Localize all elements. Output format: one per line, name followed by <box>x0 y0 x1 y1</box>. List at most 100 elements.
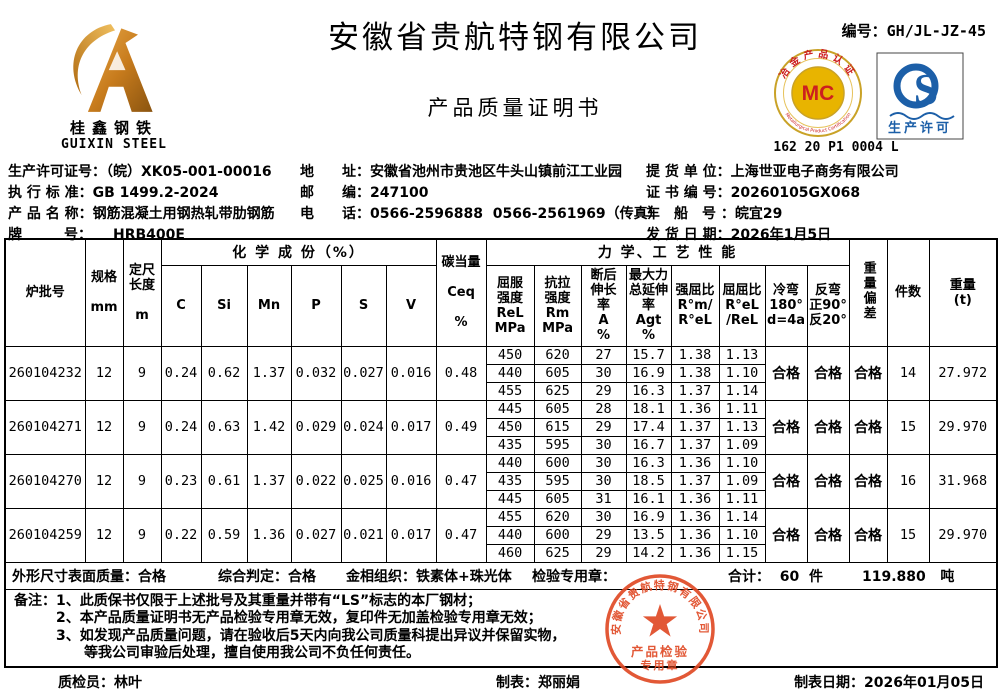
mech-cell: 1.09 <box>718 435 766 455</box>
chem-cell: 0.016 <box>385 453 437 509</box>
mech-cell: 29 <box>580 381 627 401</box>
info-left-column: 生产许可证号：（皖）XK05-001-00016 执 行 标 准：GB 1499… <box>8 162 275 246</box>
ceq-cell: 0.49 <box>435 399 487 455</box>
info-middle-column: 地 址：安徽省池州市贵池区牛头山镇前江工业园 邮 编：247100 电 话：05… <box>300 162 662 225</box>
mech-cell: 29 <box>580 525 627 545</box>
batch-row: 435 595 30 16.7 1.37 1.09 <box>5 435 997 455</box>
mech-cell: 440 <box>485 453 535 473</box>
chem-cell: 0.22 <box>160 507 202 563</box>
header-chem-group: 化 学 成 份（%） <box>160 238 437 266</box>
chem-cell: 0.63 <box>200 399 248 455</box>
chem-cell: 0.029 <box>290 399 342 455</box>
header-ceq: 碳当量 Ceq % <box>435 238 487 347</box>
heat-no-cell: 260104259 <box>4 507 86 563</box>
mech-cell: 625 <box>533 543 582 563</box>
chem-cell: 1.37 <box>246 345 292 401</box>
chem-cell: 0.025 <box>340 453 387 509</box>
info-right-column: 提 货 单 位：上海世亚电子商务有限公司 证 书 编 号：20260105GX0… <box>646 162 899 246</box>
chem-cell: 0.23 <box>160 453 202 509</box>
length-cell: 9 <box>122 453 162 509</box>
header-weight: 重量 (t) <box>928 238 998 347</box>
mech-cell: 605 <box>533 363 582 383</box>
mech-cell: 13.5 <box>625 525 672 545</box>
batch-row: 455 625 29 16.3 1.37 1.14 <box>5 381 997 401</box>
reverse-bend-cell: 合格 <box>806 345 850 401</box>
mech-cell: 1.36 <box>670 489 720 509</box>
ceq-cell: 0.48 <box>435 345 487 401</box>
batch-row: 450 615 29 17.4 1.37 1.13 <box>5 417 997 437</box>
heat-no-cell: 260104271 <box>4 399 86 455</box>
mech-cell: 1.11 <box>718 399 766 419</box>
chem-cell: 0.027 <box>290 507 342 563</box>
cold-bend-cell: 合格 <box>764 345 808 401</box>
logo-en-label: GUIXIN STEEL <box>61 137 167 152</box>
mech-cell: 1.10 <box>718 525 766 545</box>
mech-cell: 31 <box>580 489 627 509</box>
header-rm: 抗拉 强度 Rm MPa <box>533 264 582 347</box>
weight-dev-cell: 合格 <box>848 453 888 509</box>
header-element-v: V <box>385 264 437 347</box>
length-cell: 9 <box>122 345 162 401</box>
mech-cell: 29 <box>580 543 627 563</box>
header-heat-no: 炉批号 <box>4 238 86 347</box>
mech-cell: 1.36 <box>670 453 720 473</box>
batch-row: 435 595 30 18.5 1.37 1.09 <box>5 471 997 491</box>
mech-cell: 1.14 <box>718 507 766 527</box>
mech-cell: 1.37 <box>670 435 720 455</box>
zip-line: 邮 编：247100 <box>300 185 429 201</box>
mech-cell: 1.11 <box>718 489 766 509</box>
chem-cell: 0.016 <box>385 345 437 401</box>
pieces-cell: 14 <box>886 345 930 401</box>
header-elongation: 断后 伸长 率 A % <box>580 264 627 347</box>
consignee-line: 提 货 单 位：上海世亚电子商务有限公司 <box>646 164 899 180</box>
pieces-cell: 15 <box>886 507 930 563</box>
mech-cell: 1.36 <box>670 399 720 419</box>
summary-overall-judgement: 综合判定：合格 <box>218 568 316 585</box>
remarks-lines: 备注：1、此质保书仅限于上述批号及其重量并带有“LS”标志的本厂钢材； 2、本产… <box>14 593 988 663</box>
mech-cell: 14.2 <box>625 543 672 563</box>
remark-line: 备注：1、此质保书仅限于上述批号及其重量并带有“LS”标志的本厂钢材； <box>14 592 482 609</box>
cold-bend-cell: 合格 <box>764 453 808 509</box>
mc-certification-badge: MC 冶金产品认证 Metallurgical Product Certific… <box>772 47 864 143</box>
remark-line: 2、本产品质量证明书无产品检验专用章无效，复印件无加盖检验专用章无效； <box>14 610 542 626</box>
header-agt: 最大力 总延伸 率 Agt % <box>625 264 672 347</box>
footer: 质检员：林叶 制表：郑丽娟 制表日期：2026年01月05日 <box>0 669 1000 693</box>
mech-cell: 29 <box>580 417 627 437</box>
mech-cell: 435 <box>485 435 535 455</box>
header-mech-group: 力 学、工 艺 性 能 <box>485 238 850 266</box>
mech-cell: 1.15 <box>718 543 766 563</box>
header-element-mn: Mn <box>246 264 292 347</box>
batch-row: 440 600 29 13.5 1.36 1.10 <box>5 525 997 545</box>
chem-cell: 0.62 <box>200 345 248 401</box>
footer-inspector: 质检员：林叶 <box>58 675 142 691</box>
mech-cell: 1.37 <box>670 417 720 437</box>
chem-cell: 0.24 <box>160 345 202 401</box>
header-ratio-rel: 屈屈比 R°eL /ReL <box>718 264 766 347</box>
license-no-line: 生产许可证号：（皖）XK05-001-00016 <box>8 164 272 180</box>
doc-title: 产品质量证明书 <box>427 96 603 120</box>
summary-total-pieces: 合计： 60 件 <box>728 568 823 585</box>
mech-cell: 450 <box>485 345 535 365</box>
mech-cell: 1.10 <box>718 363 766 383</box>
company-title: 安徽省贵航特钢有限公司 <box>328 20 702 55</box>
pieces-cell: 15 <box>886 399 930 455</box>
mech-cell: 17.4 <box>625 417 672 437</box>
weight-dev-cell: 合格 <box>848 399 888 455</box>
cold-bend-cell: 合格 <box>764 507 808 563</box>
summary-surface-quality: 外形尺寸表面质量：合格 <box>12 568 166 585</box>
letterhead: 桂鑫钢铁 GUIXIN STEEL 安徽省贵航特钢有限公司 产品质量证明书 编号… <box>0 0 1000 160</box>
mech-cell: 30 <box>580 363 627 383</box>
chem-cell: 1.36 <box>246 507 292 563</box>
mech-cell: 605 <box>533 399 582 419</box>
weight-cell: 29.970 <box>928 507 998 563</box>
svg-text:MC: MC <box>802 82 835 105</box>
header-weight-dev: 重量偏差 <box>848 238 888 347</box>
header-element-si: Si <box>200 264 248 347</box>
chem-cell: 0.61 <box>200 453 248 509</box>
chem-cell: 1.42 <box>246 399 292 455</box>
summary-total-weight: 119.880 吨 <box>862 568 955 585</box>
chem-cell: 0.59 <box>200 507 248 563</box>
chem-cell: 0.24 <box>160 399 202 455</box>
mech-cell: 16.3 <box>625 381 672 401</box>
summary-seal-label: 检验专用章： <box>532 568 616 585</box>
